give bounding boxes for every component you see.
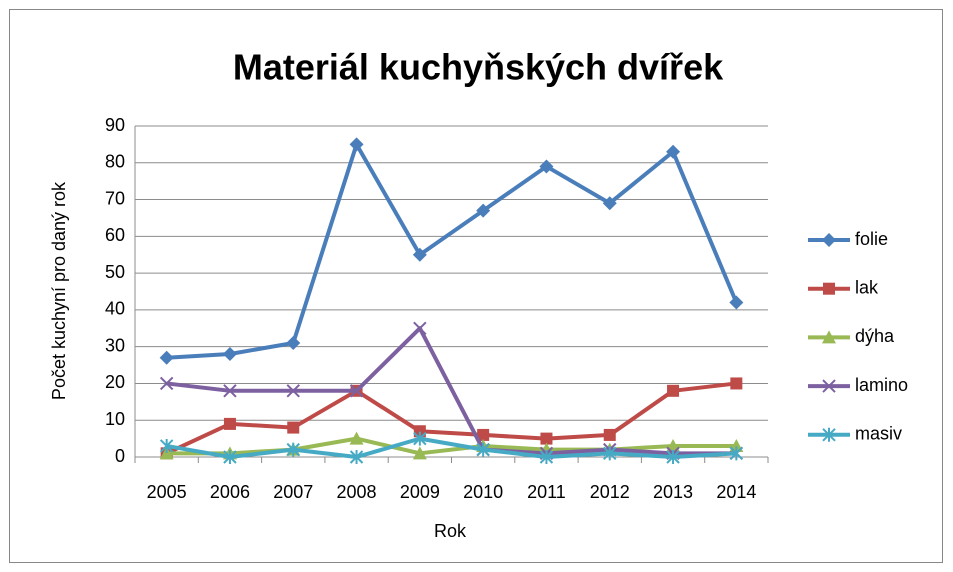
y-tick-label: 10	[105, 409, 125, 429]
data-point	[223, 450, 237, 464]
y-tick-label: 30	[105, 335, 125, 355]
legend-marker	[822, 233, 836, 247]
x-tick-label: 2011	[527, 482, 566, 502]
chart-frame	[9, 9, 943, 563]
chart-title: Materiál kuchyňských dvířek	[233, 47, 724, 88]
data-point	[223, 384, 237, 398]
x-tick-label: 2014	[716, 482, 756, 502]
y-tick-label: 90	[105, 115, 125, 135]
x-tick-label: 2008	[337, 482, 377, 502]
data-point	[666, 450, 680, 464]
y-axis-label: Počet kuchyní pro daný rok	[49, 181, 69, 400]
data-point	[602, 196, 617, 211]
data-point	[412, 247, 427, 262]
x-axis-label: Rok	[434, 521, 467, 541]
data-point	[349, 431, 364, 445]
x-tick-label: 2009	[400, 482, 440, 502]
data-point	[729, 295, 744, 310]
data-point	[286, 384, 300, 398]
data-point	[666, 144, 681, 159]
data-point	[476, 442, 490, 457]
data-point	[603, 446, 617, 461]
legend-label: masiv	[855, 424, 902, 444]
data-point	[287, 421, 300, 434]
data-point	[477, 428, 490, 441]
x-tick-label: 2010	[463, 482, 503, 502]
data-point	[539, 450, 554, 464]
series-line	[166, 436, 737, 459]
y-tick-label: 40	[105, 299, 125, 319]
legend-marker	[822, 427, 836, 442]
y-tick-label: 50	[105, 262, 125, 282]
data-point	[476, 203, 491, 218]
data-point	[730, 377, 743, 390]
data-point	[539, 159, 554, 174]
series-line	[166, 326, 737, 456]
data-point	[223, 417, 236, 430]
x-tick-label: 2007	[273, 482, 313, 502]
y-tick-label: 0	[115, 446, 125, 466]
data-point	[159, 350, 174, 365]
x-tick-label: 2013	[653, 482, 693, 502]
data-point	[159, 376, 174, 391]
legend-label: lamino	[855, 375, 908, 395]
data-point	[667, 384, 680, 397]
legend-label: dýha	[855, 326, 895, 346]
y-tick-label: 70	[105, 188, 125, 208]
data-point	[412, 446, 427, 460]
data-point	[286, 335, 301, 350]
legend-marker	[822, 379, 836, 393]
legend-marker	[822, 330, 836, 344]
data-point	[729, 446, 744, 461]
data-point	[349, 450, 364, 464]
legend-label: lak	[855, 277, 879, 297]
series-line	[166, 142, 739, 360]
data-point	[413, 321, 427, 335]
data-point	[603, 428, 616, 441]
legend-label: folie	[855, 229, 888, 249]
y-tick-label: 80	[105, 152, 125, 172]
data-point	[222, 347, 237, 362]
y-tick-label: 60	[105, 225, 125, 245]
y-tick-label: 20	[105, 372, 125, 392]
data-point	[349, 384, 364, 398]
x-tick-label: 2012	[590, 482, 630, 502]
legend-marker	[823, 282, 835, 295]
x-tick-label: 2006	[210, 482, 250, 502]
data-point	[159, 438, 174, 453]
x-tick-label: 2005	[147, 482, 187, 502]
series-line	[165, 381, 737, 456]
data-point	[540, 432, 553, 445]
data-point	[349, 137, 364, 152]
data-point	[413, 431, 427, 446]
data-point	[286, 442, 300, 457]
